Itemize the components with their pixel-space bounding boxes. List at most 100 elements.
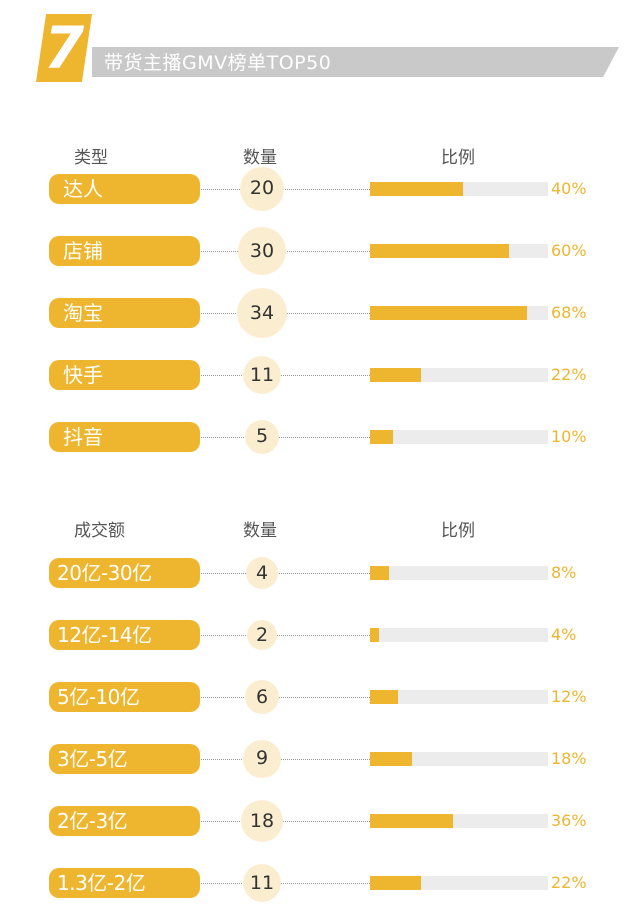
leader-line	[201, 437, 262, 438]
count-bubble: 34	[237, 288, 287, 338]
leader-line	[201, 759, 262, 760]
share-label: 68%	[551, 303, 587, 322]
share-track	[370, 566, 548, 580]
share-label: 12%	[551, 687, 587, 706]
chart-row: 1.3亿-2亿 11 22%	[0, 858, 640, 908]
count-bubble: 5	[245, 420, 279, 454]
banner-bar	[92, 47, 619, 77]
count-label: 11	[249, 871, 275, 894]
count-bubble: 9	[243, 740, 281, 778]
chart-row: 12亿-14亿 2 4%	[0, 610, 640, 660]
share-label: 36%	[551, 811, 587, 830]
count-bubble: 30	[237, 226, 287, 276]
category-label: 20亿-30亿	[49, 558, 200, 588]
leader-line	[262, 821, 370, 822]
count-label: 9	[255, 747, 269, 770]
count-label: 20	[249, 177, 275, 200]
category-label: 12亿-14亿	[49, 620, 200, 650]
share-bar	[370, 430, 394, 444]
count-bubble: 11	[242, 863, 282, 903]
share-label: 10%	[551, 427, 587, 446]
type-header: 类型	[74, 148, 108, 168]
share-label: 18%	[551, 749, 587, 768]
share-header-1: 比例	[441, 148, 475, 168]
share-label: 22%	[551, 873, 587, 892]
share-label: 8%	[551, 563, 577, 582]
share-track	[370, 628, 548, 642]
leader-line	[201, 375, 262, 376]
share-track	[370, 306, 548, 320]
leader-line	[262, 759, 370, 760]
category-label: 达人	[49, 174, 200, 204]
share-header-2: 比例	[441, 521, 475, 541]
chart-row: 2亿-3亿 18 36%	[0, 796, 640, 846]
leader-line	[201, 821, 262, 822]
leader-line	[201, 313, 262, 314]
share-track	[370, 814, 548, 828]
chart-row: 5亿-10亿 6 12%	[0, 672, 640, 722]
leader-line	[262, 437, 370, 438]
count-bubble: 18	[240, 799, 284, 843]
count-label: 5	[255, 425, 269, 447]
count-bubble: 4	[245, 556, 279, 590]
share-track	[370, 690, 548, 704]
count-label: 4	[255, 561, 269, 584]
leader-line	[201, 189, 262, 190]
share-track	[370, 752, 548, 766]
category-label: 5亿-10亿	[49, 682, 200, 712]
share-bar	[370, 752, 412, 766]
count-label: 30	[249, 239, 275, 262]
count-bubble: 11	[242, 355, 282, 395]
share-label: 4%	[551, 625, 577, 644]
section-number-badge	[36, 14, 92, 82]
share-label: 22%	[551, 365, 587, 384]
share-bar	[370, 244, 509, 258]
leader-line	[201, 635, 262, 636]
share-label: 60%	[551, 241, 587, 260]
chart-row: 达人 20 40%	[0, 164, 640, 214]
category-label: 2亿-3亿	[49, 806, 200, 836]
category-label: 抖音	[49, 422, 200, 452]
count-label: 2	[255, 623, 269, 646]
share-track	[370, 244, 548, 258]
count-bubble: 2	[246, 619, 278, 651]
leader-line	[201, 697, 262, 698]
share-label: 40%	[551, 179, 587, 198]
section-number: 7	[43, 14, 85, 82]
chart-row: 淘宝 34 68%	[0, 288, 640, 338]
category-label: 淘宝	[49, 298, 200, 328]
share-track	[370, 876, 548, 890]
count-header-2: 数量	[243, 521, 277, 541]
category-label: 3亿-5亿	[49, 744, 200, 774]
count-label: 11	[249, 363, 275, 386]
chart-row: 3亿-5亿 9 18%	[0, 734, 640, 784]
leader-line	[201, 251, 262, 252]
count-bubble: 20	[240, 167, 284, 211]
leader-line	[262, 635, 370, 636]
category-label: 快手	[49, 360, 200, 390]
count-label: 34	[249, 302, 275, 324]
section-banner: 7 带货主播GMV榜单TOP50	[0, 0, 640, 100]
share-track	[370, 430, 548, 444]
share-bar	[370, 876, 421, 890]
leader-line	[262, 251, 370, 252]
chart-row: 店铺 30 60%	[0, 226, 640, 276]
share-bar	[370, 628, 380, 642]
share-bar	[370, 566, 389, 580]
chart-row: 抖音 5 10%	[0, 412, 640, 462]
count-header-1: 数量	[243, 148, 277, 168]
category-label: 店铺	[49, 236, 200, 266]
leader-line	[201, 573, 262, 574]
banner-title: 带货主播GMV榜单TOP50	[104, 52, 332, 74]
leader-line	[262, 573, 370, 574]
category-label: 1.3亿-2亿	[49, 868, 200, 898]
share-bar	[370, 306, 528, 320]
leader-line	[262, 375, 370, 376]
count-bubble: 6	[244, 679, 280, 715]
count-label: 6	[255, 685, 269, 708]
amount-header: 成交额	[74, 521, 125, 541]
leader-line	[262, 313, 370, 314]
chart-row: 20亿-30亿 4 8%	[0, 548, 640, 598]
count-label: 18	[249, 809, 275, 832]
share-bar	[370, 690, 398, 704]
